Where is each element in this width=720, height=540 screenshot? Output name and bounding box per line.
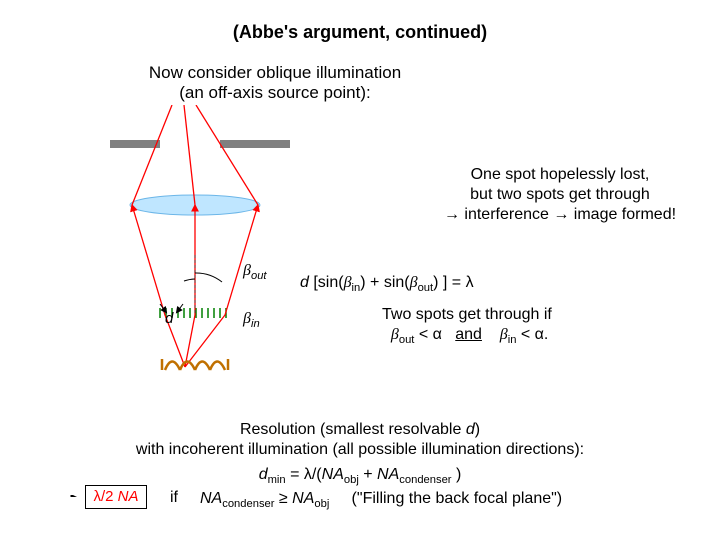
- eye-icon: [162, 359, 228, 370]
- spot-line-1: One spot hopelessly lost,: [471, 166, 650, 183]
- beta-out-label: βout: [243, 262, 267, 282]
- beta-in-sub: in: [251, 318, 260, 330]
- if-label: if: [170, 489, 178, 507]
- spot-line-2: but two spots get through: [470, 186, 650, 203]
- resolution-line-1: Resolution (smallest resolvable d): [240, 421, 480, 438]
- subtitle: Now consider oblique illumination (an of…: [125, 63, 425, 104]
- aperture-bar-left: [110, 140, 160, 148]
- resolution-text: Resolution (smallest resolvable d) with …: [0, 420, 720, 460]
- two-spots-condition: Two spots get through if βout < α and βi…: [382, 305, 702, 347]
- arrow-to-box-icon: [42, 495, 82, 497]
- beta-out-arc: [195, 273, 222, 282]
- subtitle-line-2: (an off-axis source point):: [179, 83, 371, 102]
- two-spots-line-1: Two spots get through if: [382, 306, 552, 323]
- optics-diagram: [110, 105, 310, 395]
- subtitle-line-1: Now consider oblique illumination: [149, 63, 401, 82]
- spot-text: One spot hopelessly lost, but two spots …: [430, 165, 690, 225]
- beta-out-sub: out: [251, 270, 267, 282]
- fill-bfp-text: NAcondenser ≥ NAobj ("Filling the back f…: [200, 490, 562, 510]
- beta-in-label: βin: [243, 310, 260, 330]
- spot-line-3: → interference → image formed!: [444, 206, 676, 223]
- beta-in-arc: [184, 279, 195, 281]
- aperture-bar-right: [220, 140, 290, 148]
- d-label: d: [165, 310, 173, 327]
- equation-dsin: d [sin(βin) + sin(βout) ] = λ: [300, 274, 474, 294]
- resolution-line-2: with incoherent illumination (all possib…: [136, 441, 584, 458]
- page-title: (Abbe's argument, continued): [0, 22, 720, 43]
- dmin-equation: dmin = λ/(NAobj + NAcondenser ): [0, 466, 720, 486]
- lambda-over-2na-box: λ/2 NA: [85, 485, 147, 509]
